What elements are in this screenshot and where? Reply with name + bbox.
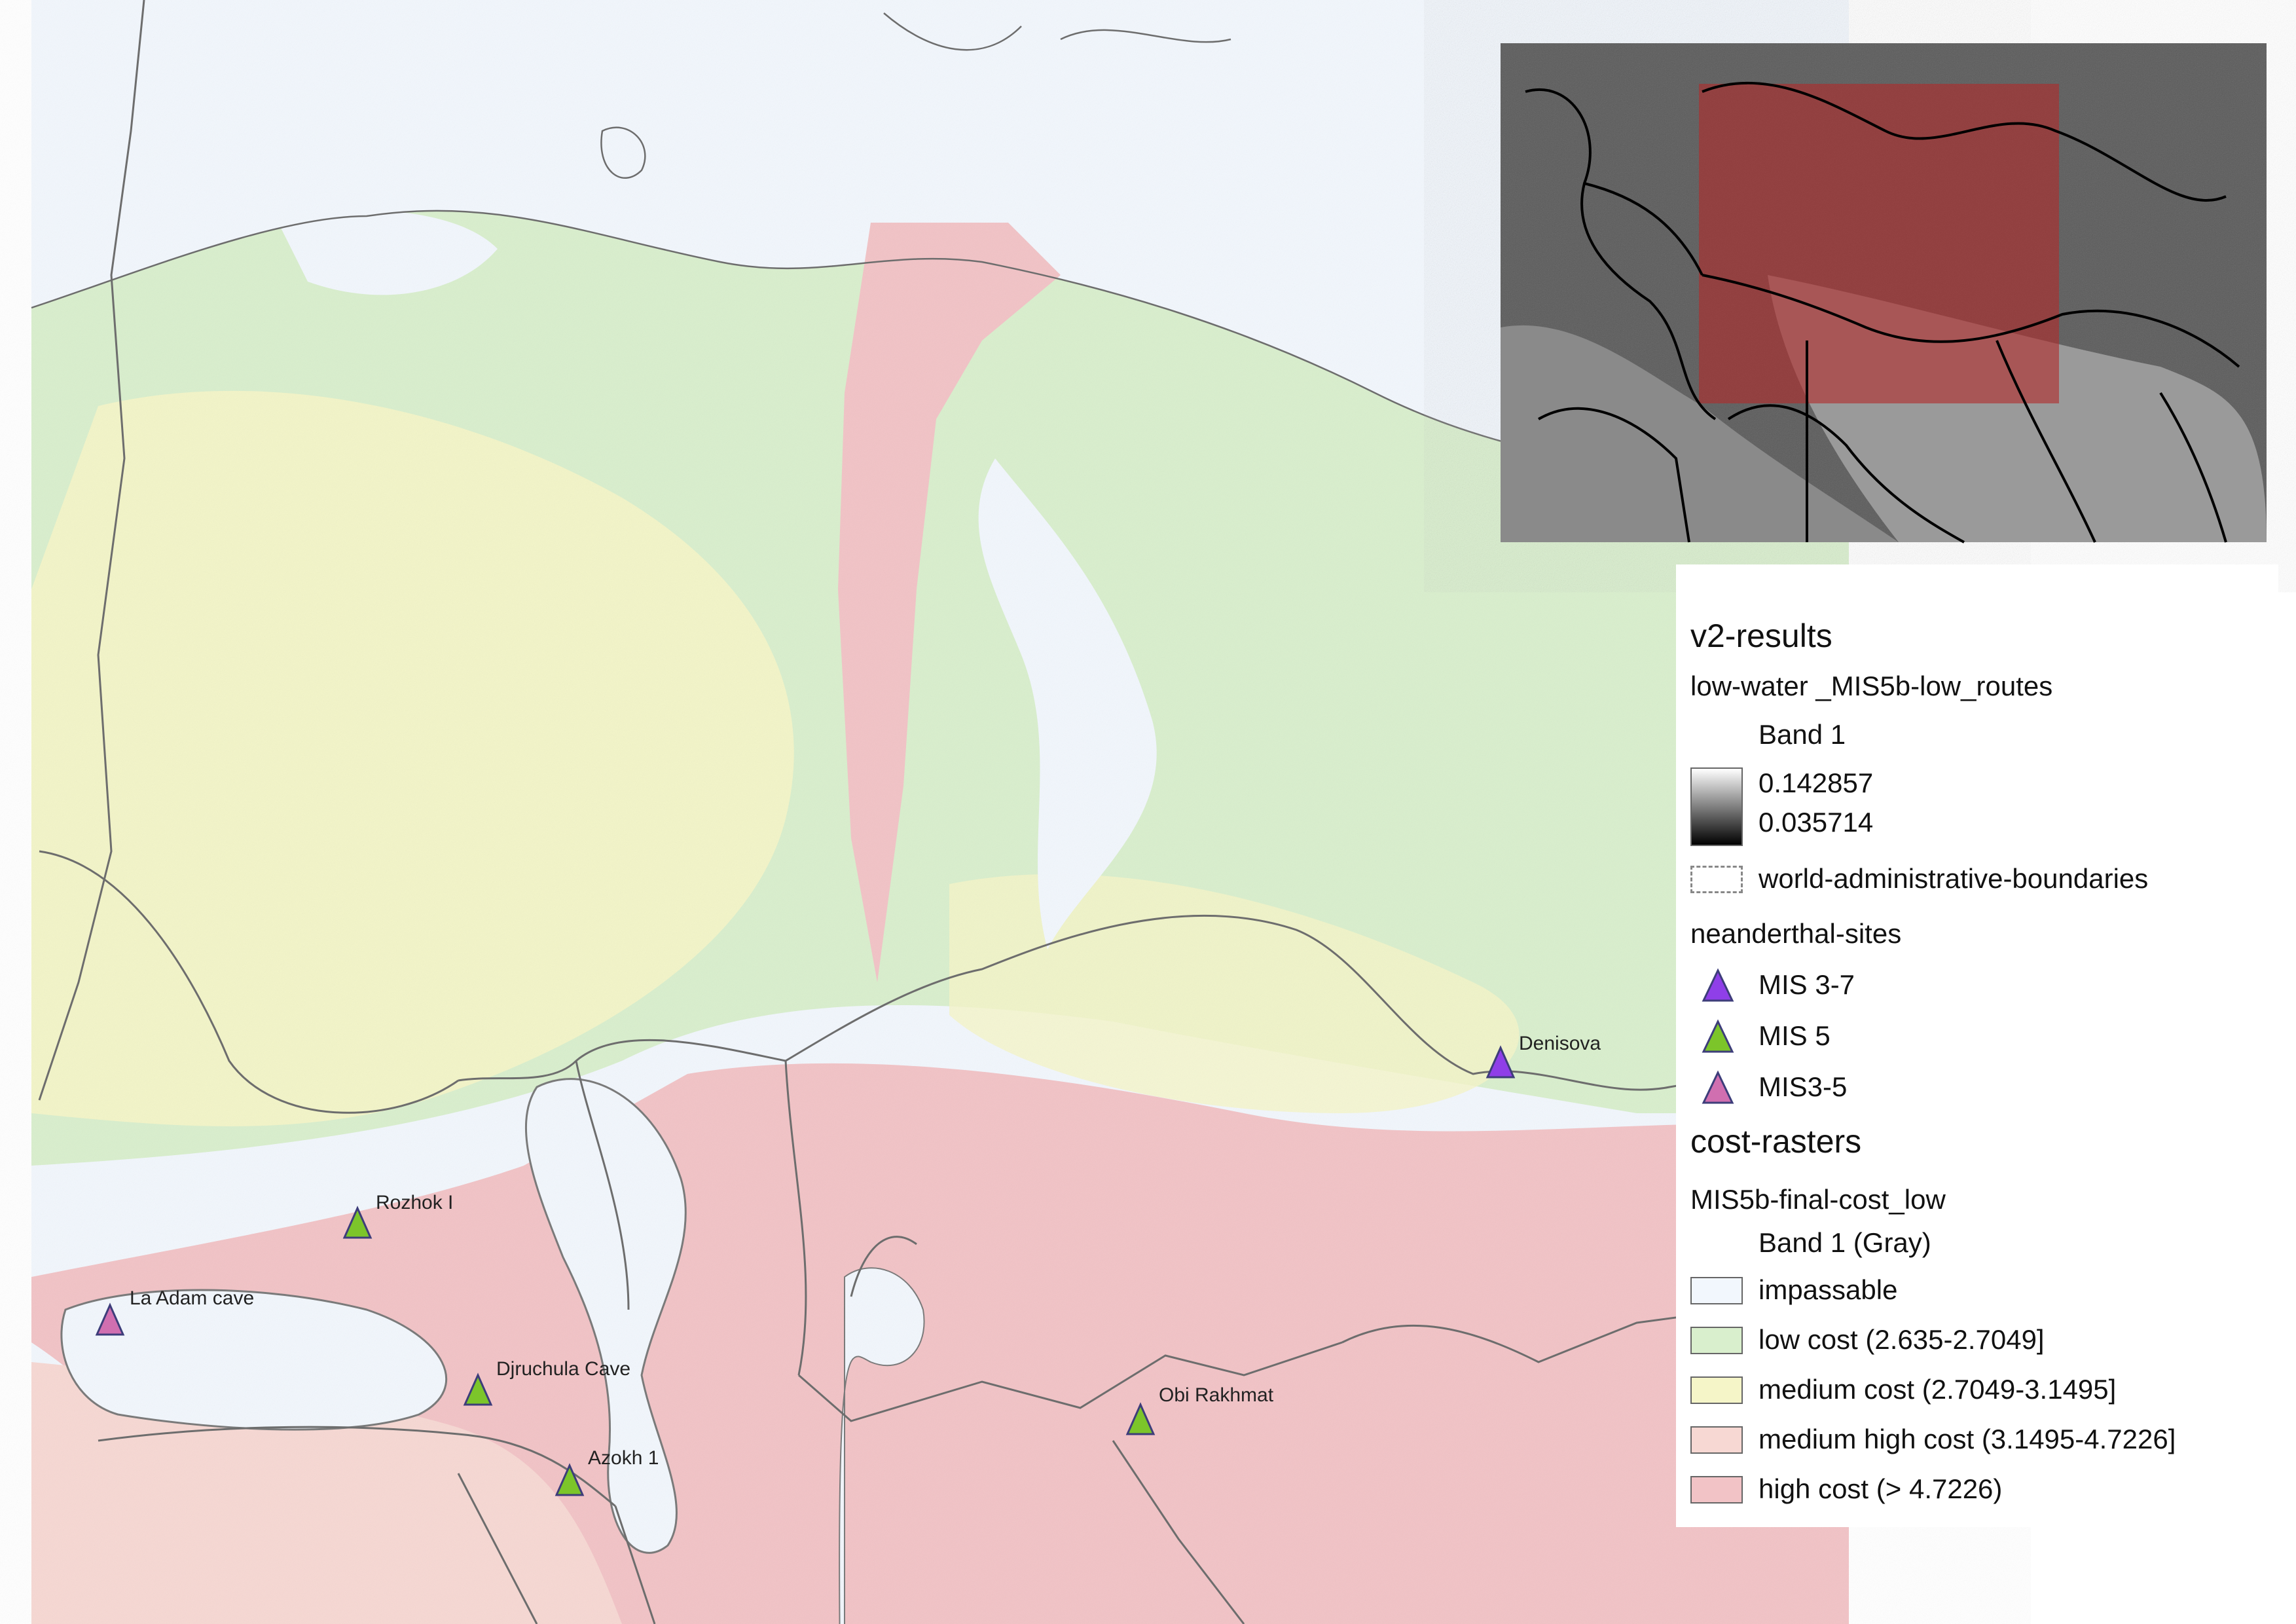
legend-mis-3-7-icon bbox=[1702, 968, 1734, 1002]
legend-panel: v2-results low-water _MIS5b-low_routes B… bbox=[1676, 564, 2278, 1527]
legend-swatch-impassable bbox=[1690, 1277, 1743, 1304]
legend-mis-5-icon bbox=[1702, 1019, 1734, 1053]
site-marker-la-adam[interactable] bbox=[95, 1302, 125, 1336]
site-marker-rozhok[interactable] bbox=[342, 1206, 373, 1239]
site-label-denisova: Denisova bbox=[1519, 1033, 1601, 1054]
site-label-azokh: Azokh 1 bbox=[588, 1447, 659, 1469]
coastline bbox=[31, 12, 1850, 499]
legend-cost-band-label: Band 1 (Gray) bbox=[1758, 1227, 1931, 1258]
legend-swatch-high-cost bbox=[1690, 1476, 1743, 1504]
legend-low-cost-label: low cost (2.635-2.7049] bbox=[1758, 1324, 2045, 1355]
legend-cost-layer-title: MIS5b-final-cost_low bbox=[1690, 1184, 1946, 1215]
legend-gradient-ramp bbox=[1690, 767, 1743, 846]
legend-ramp-min: 0.035714 bbox=[1758, 807, 1874, 838]
site-marker-djruchula[interactable] bbox=[463, 1373, 493, 1406]
legend-swatch-medium-high-cost bbox=[1690, 1426, 1743, 1454]
legend-high-cost-label: high cost (> 4.7226) bbox=[1758, 1473, 2003, 1504]
site-marker-obi-rakhmat[interactable] bbox=[1125, 1402, 1156, 1435]
legend-medium-cost-label: medium cost (2.7049-3.1495] bbox=[1758, 1374, 2117, 1405]
legend-mis3-5-label: MIS3-5 bbox=[1758, 1071, 1848, 1102]
site-marker-denisova[interactable] bbox=[1485, 1045, 1516, 1079]
legend-group-cost-rasters: cost-rasters bbox=[1690, 1123, 1862, 1160]
site-markers: Denisova Rozhok I La Adam cave Djruchula… bbox=[95, 1033, 1601, 1496]
site-label-la-adam: La Adam cave bbox=[130, 1287, 254, 1309]
legend-mis-3-7-label: MIS 3-7 bbox=[1758, 969, 1855, 1000]
site-label-djruchula: Djruchula Cave bbox=[496, 1358, 630, 1380]
site-label-rozhok: Rozhok I bbox=[376, 1192, 453, 1213]
legend-ramp-max: 0.142857 bbox=[1758, 767, 1874, 798]
legend-swatch-medium-cost bbox=[1690, 1376, 1743, 1404]
site-marker-azokh[interactable] bbox=[555, 1463, 585, 1496]
legend-layer-routes: low-water _MIS5b-low_routes bbox=[1690, 671, 2053, 701]
legend-mis-5-label: MIS 5 bbox=[1758, 1020, 1831, 1051]
legend-swatch-low-cost bbox=[1690, 1327, 1743, 1354]
legend-boundaries-label: world-administrative-boundaries bbox=[1758, 863, 2149, 894]
legend-sites-title: neanderthal-sites bbox=[1690, 918, 1902, 949]
inset-overview-map bbox=[1501, 43, 2267, 544]
legend-group-v2-results: v2-results bbox=[1690, 618, 1832, 654]
legend-boundaries-swatch bbox=[1690, 866, 1743, 893]
legend-band1-label: Band 1 bbox=[1758, 719, 1846, 750]
site-label-obi-rakhmat: Obi Rakhmat bbox=[1159, 1384, 1274, 1406]
legend-impassable-label: impassable bbox=[1758, 1274, 1898, 1305]
inset-extent-highlight bbox=[1699, 84, 2059, 403]
legend-mis3-5-icon bbox=[1702, 1070, 1734, 1104]
legend-medium-high-cost-label: medium high cost (3.1495-4.7226] bbox=[1758, 1424, 2176, 1454]
